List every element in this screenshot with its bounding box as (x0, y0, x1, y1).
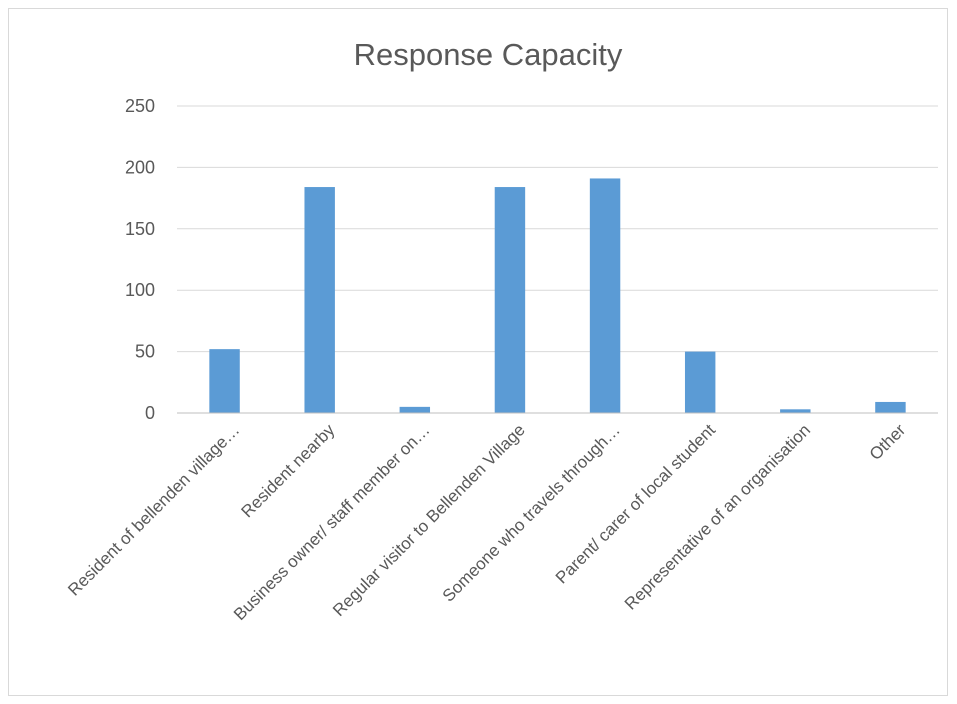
bar (399, 406, 431, 413)
y-tick-label: 50 (135, 342, 155, 362)
bar (589, 178, 621, 413)
bar (494, 187, 526, 413)
x-category-label: Regular visitor to Bellenden Village (329, 420, 529, 620)
x-category-label: Representative of an organisation (621, 420, 814, 613)
gridlines (177, 105, 938, 353)
bar (304, 187, 335, 413)
y-axis-ticks: 0 50 100 150 200 250 (125, 96, 155, 423)
bar (780, 409, 811, 413)
bar (209, 349, 240, 413)
x-category-label: Someone who travels through… (439, 420, 624, 605)
y-tick-label: 200 (125, 157, 155, 177)
y-tick-label: 0 (145, 403, 155, 423)
bar (875, 401, 906, 413)
y-tick-label: 250 (125, 96, 155, 116)
chart-title: Response Capacity (354, 37, 623, 72)
x-category-label: Resident of bellenden village… (64, 420, 243, 599)
x-category-label: Resident nearby (238, 420, 339, 521)
bars (209, 178, 906, 413)
x-axis-labels: Resident of bellenden village…Resident n… (64, 420, 909, 624)
y-tick-label: 150 (125, 219, 155, 239)
x-category-label: Parent/ carer of local student (552, 420, 719, 587)
x-category-label: Other (866, 420, 910, 464)
bar (684, 351, 716, 413)
y-tick-label: 100 (125, 280, 155, 300)
x-category-label: Business owner/ staff member on… (230, 420, 434, 624)
